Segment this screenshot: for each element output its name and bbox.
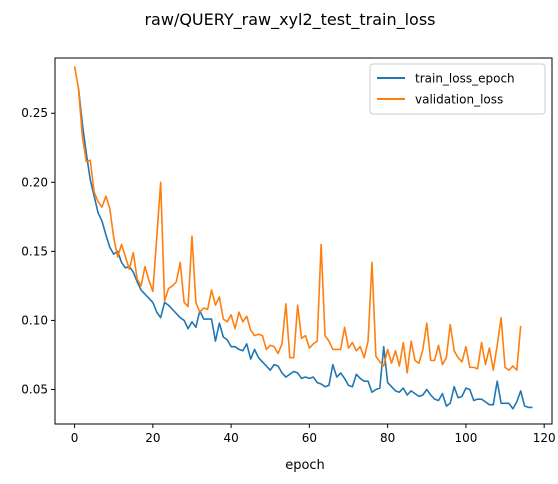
- series-line-validation-loss: [73, 66, 522, 374]
- x-axis: 0 20 40 60 80 100 120: [71, 424, 556, 445]
- x-tick-label: 0: [71, 431, 79, 445]
- y-tick-label: 0.05: [21, 382, 48, 396]
- x-axis-label: epoch: [285, 458, 325, 473]
- x-tick-label: 60: [302, 431, 317, 445]
- legend-box: [369, 63, 546, 115]
- y-tick-label: 0.25: [21, 106, 48, 120]
- chart-title: raw/QUERY_raw_xyl2_test_train_loss: [144, 10, 435, 30]
- x-tick-label: 120: [533, 431, 556, 445]
- y-tick-label: 0.15: [21, 244, 48, 258]
- x-tick-label: 40: [223, 431, 238, 445]
- y-tick-label: 0.10: [21, 313, 48, 327]
- y-tick-label: 0.20: [21, 175, 48, 189]
- x-tick-label: 80: [380, 431, 395, 445]
- x-tick-label: 100: [454, 431, 477, 445]
- series-line-train-loss-epoch: [77, 88, 533, 410]
- y-axis: 0.05 0.10 0.15 0.20 0.25: [21, 106, 55, 396]
- legend-entry: train_loss_epoch: [415, 72, 515, 86]
- plot-frame: [54, 57, 553, 425]
- legend-entry: validation_loss: [415, 93, 503, 107]
- x-tick-label: 20: [145, 431, 160, 445]
- series-layer: [73, 66, 533, 410]
- legend: train_loss_epoch validation_loss: [369, 63, 546, 115]
